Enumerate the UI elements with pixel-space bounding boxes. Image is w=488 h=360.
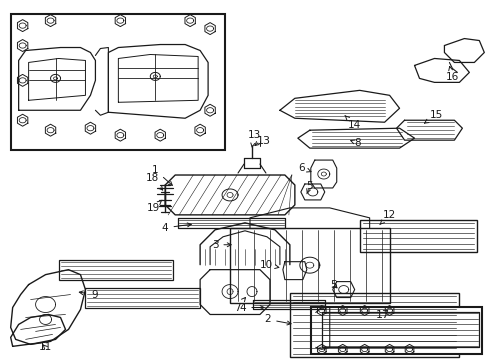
Bar (229, 228, 389, 302)
Text: 8: 8 (350, 138, 360, 148)
Text: 13: 13 (256, 136, 270, 146)
Bar (59, 260, 173, 280)
Text: 5: 5 (330, 280, 336, 289)
Text: 2: 2 (264, 314, 290, 325)
Text: 5: 5 (306, 181, 312, 194)
Text: 17: 17 (375, 310, 389, 320)
Text: 10: 10 (259, 260, 278, 270)
Bar (85, 288, 200, 307)
Text: 7: 7 (233, 297, 245, 312)
Text: 6: 6 (298, 163, 310, 173)
Bar (11, 14, 224, 150)
Text: 18: 18 (145, 173, 163, 190)
Text: 1: 1 (152, 165, 172, 185)
Text: 16: 16 (445, 66, 458, 82)
Text: 3: 3 (211, 240, 231, 250)
Text: 11: 11 (39, 342, 52, 352)
Text: 4: 4 (239, 302, 264, 312)
Bar (289, 293, 458, 357)
Text: 14: 14 (344, 116, 361, 130)
Text: 12: 12 (379, 210, 395, 225)
Bar (359, 220, 476, 252)
Text: 13: 13 (247, 130, 260, 147)
Text: 4: 4 (162, 223, 191, 233)
Bar (310, 306, 481, 354)
Text: 19: 19 (146, 200, 162, 213)
Text: 9: 9 (79, 289, 98, 300)
Text: 15: 15 (424, 110, 442, 123)
